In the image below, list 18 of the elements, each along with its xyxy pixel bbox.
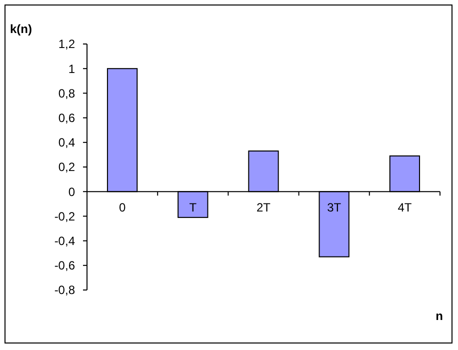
y-tick-label: -0,2 [54,209,76,224]
x-axis-title: n [436,309,443,323]
y-tick-label: 0,2 [58,160,76,174]
y-tick-label: 0,6 [58,111,76,125]
y-tick-label: 0,8 [58,86,76,100]
y-axis-title: k(n) [10,22,32,36]
y-tick-label: 0 [68,184,76,199]
x-tick-label: 4T [398,200,412,215]
x-tick-label: 3T [327,200,342,215]
x-tick-label: 0 [118,200,126,215]
x-tick-label: 2T [256,200,272,215]
y-tick-label: 1 [68,62,76,76]
y-tick-label: -0,4 [54,234,76,248]
y-tick-label: 1,2 [58,37,76,52]
x-tick-label: T [189,200,198,215]
y-tick-label: -0,8 [54,283,76,298]
y-tick-label: -0,6 [54,258,76,273]
y-tick-label: 0,4 [58,136,76,150]
